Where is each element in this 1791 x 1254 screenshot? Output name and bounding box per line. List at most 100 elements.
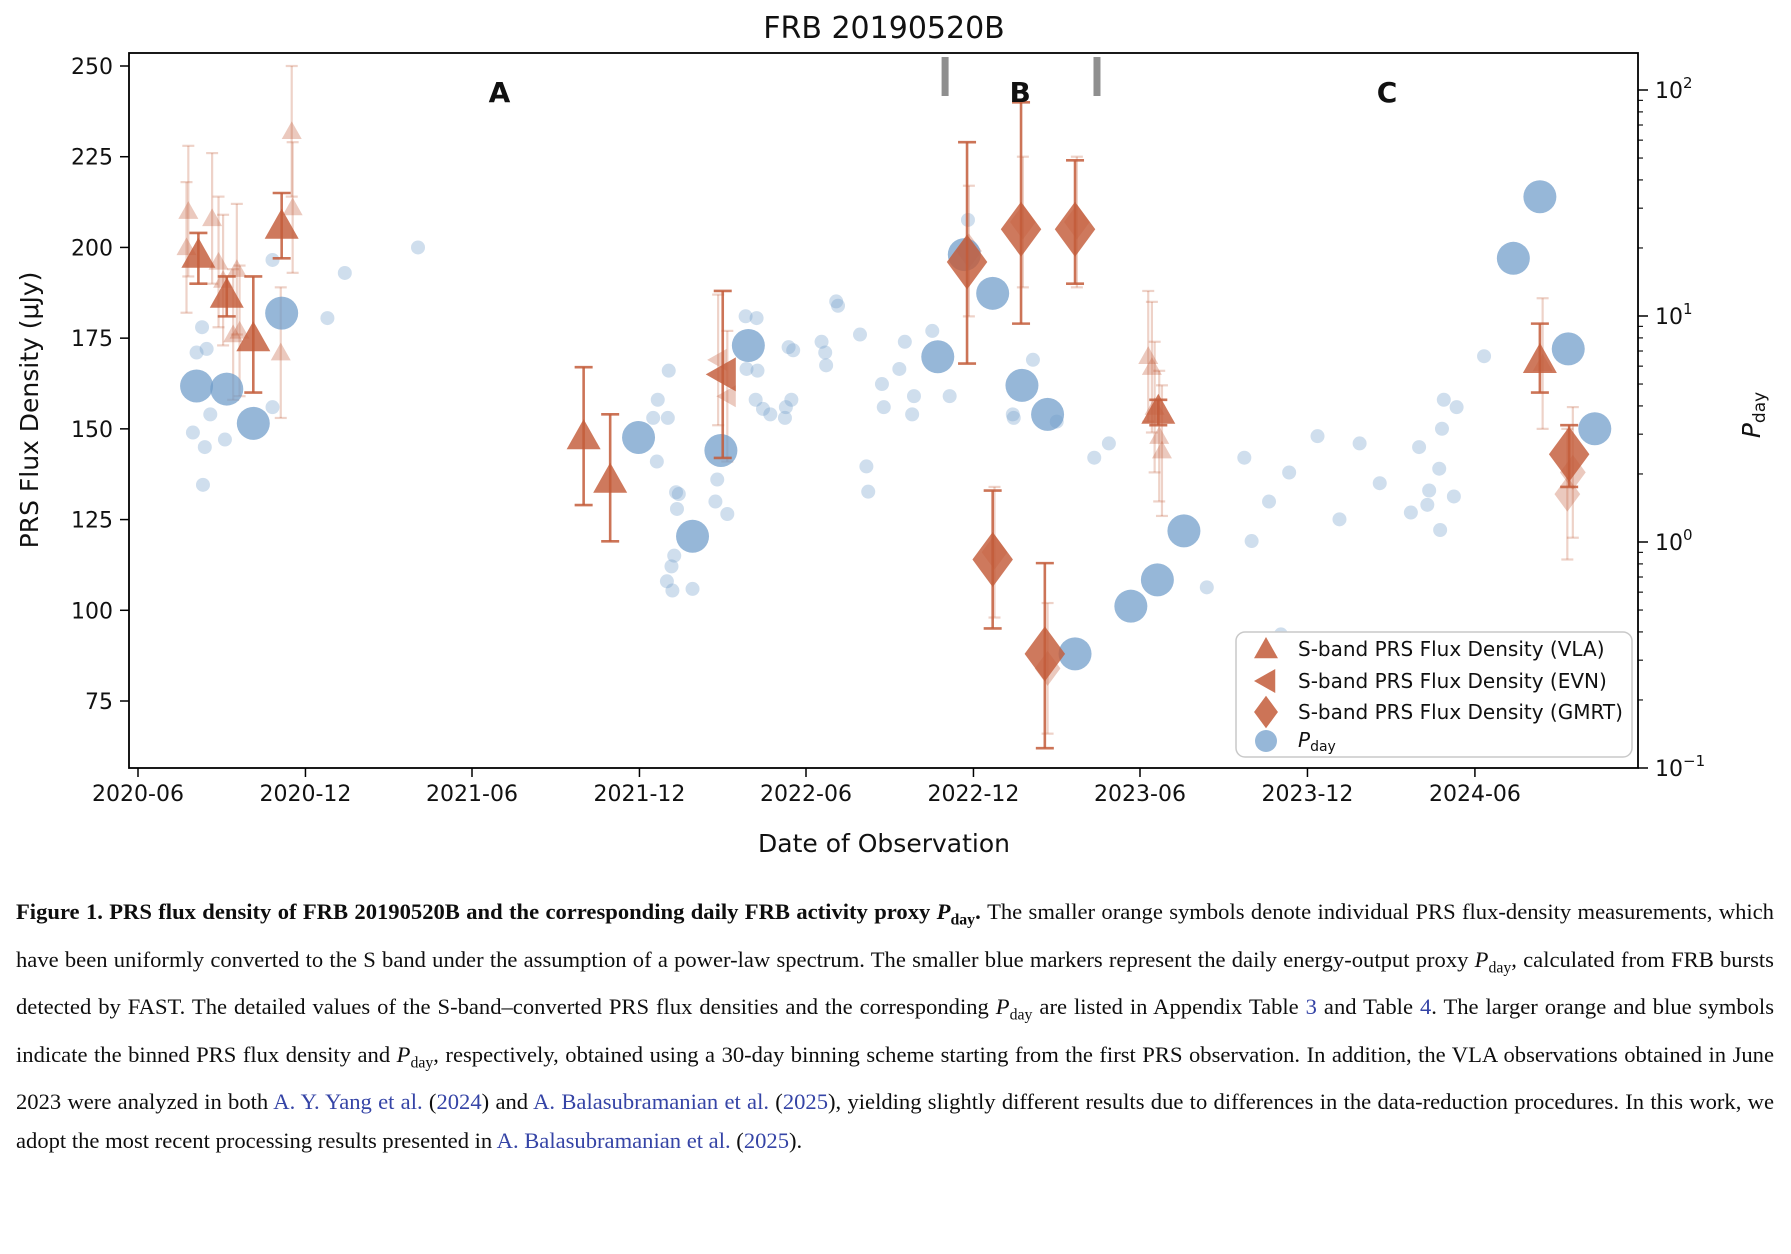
pday-binned-point xyxy=(676,519,710,553)
pday-binned-point xyxy=(1031,397,1065,431)
pday-point xyxy=(1412,440,1427,455)
caption-text: PRS flux density of FRB 20190520B and th… xyxy=(109,899,937,924)
vla-binned-point xyxy=(264,208,299,239)
pday-binned-point xyxy=(704,434,738,468)
pday-point xyxy=(720,507,735,522)
pday-point xyxy=(1403,505,1418,520)
gmrt-binned-point xyxy=(946,234,988,290)
gmrt-binned-point xyxy=(1024,626,1066,682)
pday-point xyxy=(755,401,770,416)
pday-point xyxy=(781,340,796,355)
vla-point xyxy=(1149,426,1170,444)
y-tick-label-right: 10−1 xyxy=(1655,752,1705,782)
legend-label-vla: S-band PRS Flux Density (VLA) xyxy=(1298,637,1605,661)
pday-point xyxy=(1101,436,1116,451)
citation-link[interactable]: 2025 xyxy=(782,1089,829,1115)
pday-point xyxy=(748,392,763,407)
pday-point xyxy=(1477,349,1492,364)
pday-point xyxy=(1199,580,1214,595)
caption-text: . xyxy=(975,899,988,924)
vla-binned-point xyxy=(181,237,216,268)
citation-link[interactable]: A. Balasubramanian et al. xyxy=(533,1089,770,1115)
pday-point xyxy=(661,363,676,378)
pday-point xyxy=(665,583,680,598)
legend-marker-vla xyxy=(1254,637,1278,659)
figure-caption: Figure 1. PRS flux density of FRB 201905… xyxy=(16,892,1774,1160)
citation-link[interactable]: 3 xyxy=(1305,994,1317,1020)
citation-link[interactable]: 2025 xyxy=(743,1128,790,1154)
epoch-label-A: A xyxy=(489,76,511,109)
pday-point xyxy=(876,400,891,415)
pday-point xyxy=(660,410,675,425)
caption-text: The smaller orange symbols denote indivi… xyxy=(16,899,1774,972)
pday-individual-points xyxy=(185,212,1492,642)
caption-text: and Table xyxy=(1316,994,1420,1020)
pday-point xyxy=(1436,392,1451,407)
pday-point xyxy=(1446,489,1461,504)
citation-link[interactable]: 4 xyxy=(1419,994,1432,1020)
vla-binned-point xyxy=(209,277,244,308)
legend-label-gmrt: S-band PRS Flux Density (GMRT) xyxy=(1298,700,1623,724)
x-tick-label: 2022-06 xyxy=(760,782,852,807)
legend-box xyxy=(1235,631,1633,758)
x-tick-label: 2021-06 xyxy=(426,782,518,807)
pday-point xyxy=(1282,465,1297,480)
pday-point xyxy=(1087,450,1102,465)
math-pday: Pday xyxy=(995,994,1033,1024)
pday-point xyxy=(265,252,280,267)
vla-point xyxy=(178,201,199,219)
y-tick-label-right: 100 xyxy=(1655,526,1693,556)
y-tick-label-right: 101 xyxy=(1655,300,1693,330)
pday-point xyxy=(786,343,801,358)
pday-point xyxy=(739,361,754,376)
pday-point xyxy=(906,389,921,404)
pday-point xyxy=(669,501,684,516)
caption-text: are listed in Appendix Table xyxy=(1032,994,1306,1020)
pday-point xyxy=(337,265,352,280)
pday-point xyxy=(1310,429,1325,444)
caption-bold-text: . xyxy=(975,899,987,924)
y-tick-label-left: 75 xyxy=(85,690,113,715)
math-pday: Pday xyxy=(936,899,976,929)
x-tick-label: 2024-06 xyxy=(1429,782,1521,807)
vla-binned-point xyxy=(1141,393,1176,424)
caption-text: ). xyxy=(789,1128,803,1154)
epoch-annotations: A B C xyxy=(489,57,1397,109)
y-axis-label-right: Pday xyxy=(1737,392,1770,438)
evn-point xyxy=(716,385,736,408)
pday-point xyxy=(265,400,280,415)
caption-text: ( xyxy=(769,1089,783,1115)
citation-link[interactable]: A. Y. Yang et al. xyxy=(273,1089,423,1115)
y-tick-label-left: 225 xyxy=(71,146,113,171)
pday-point xyxy=(814,334,829,349)
caption-text: , respectively, obtained using a 30-day … xyxy=(16,1041,1774,1115)
pday-point xyxy=(669,485,684,500)
pday-point xyxy=(1420,497,1435,512)
citation-link[interactable]: A. Balasubramanian et al. xyxy=(496,1128,731,1154)
pday-point xyxy=(818,345,833,360)
pday-binned-point xyxy=(622,420,656,454)
pday-point xyxy=(1432,461,1447,476)
pday-axis-label: Pday xyxy=(1737,392,1770,438)
chart-title: FRB 20190520B xyxy=(763,11,1005,46)
gmrt-point xyxy=(1554,476,1581,512)
gmrt-binned-point xyxy=(1548,426,1590,482)
math-pday: Pday xyxy=(1474,946,1512,977)
pday-point xyxy=(671,487,686,502)
pday-binned-point xyxy=(1523,180,1557,214)
pday-point xyxy=(1449,400,1464,415)
plot-frame xyxy=(128,52,1639,769)
pday-point xyxy=(185,425,200,440)
vla-binned-point xyxy=(1522,342,1557,374)
pday-point xyxy=(784,392,799,407)
pday-point xyxy=(852,327,867,342)
pday-point xyxy=(197,440,212,455)
caption-bold-text: PRS flux density of FRB 20190520B and th… xyxy=(109,899,936,924)
pday-point xyxy=(905,407,920,422)
pday-binned-point xyxy=(1114,589,1148,623)
pday-point xyxy=(1262,494,1277,509)
pday-point xyxy=(646,410,661,425)
epoch-label-B: B xyxy=(1009,76,1030,109)
citation-link[interactable]: 2024 xyxy=(436,1089,482,1115)
